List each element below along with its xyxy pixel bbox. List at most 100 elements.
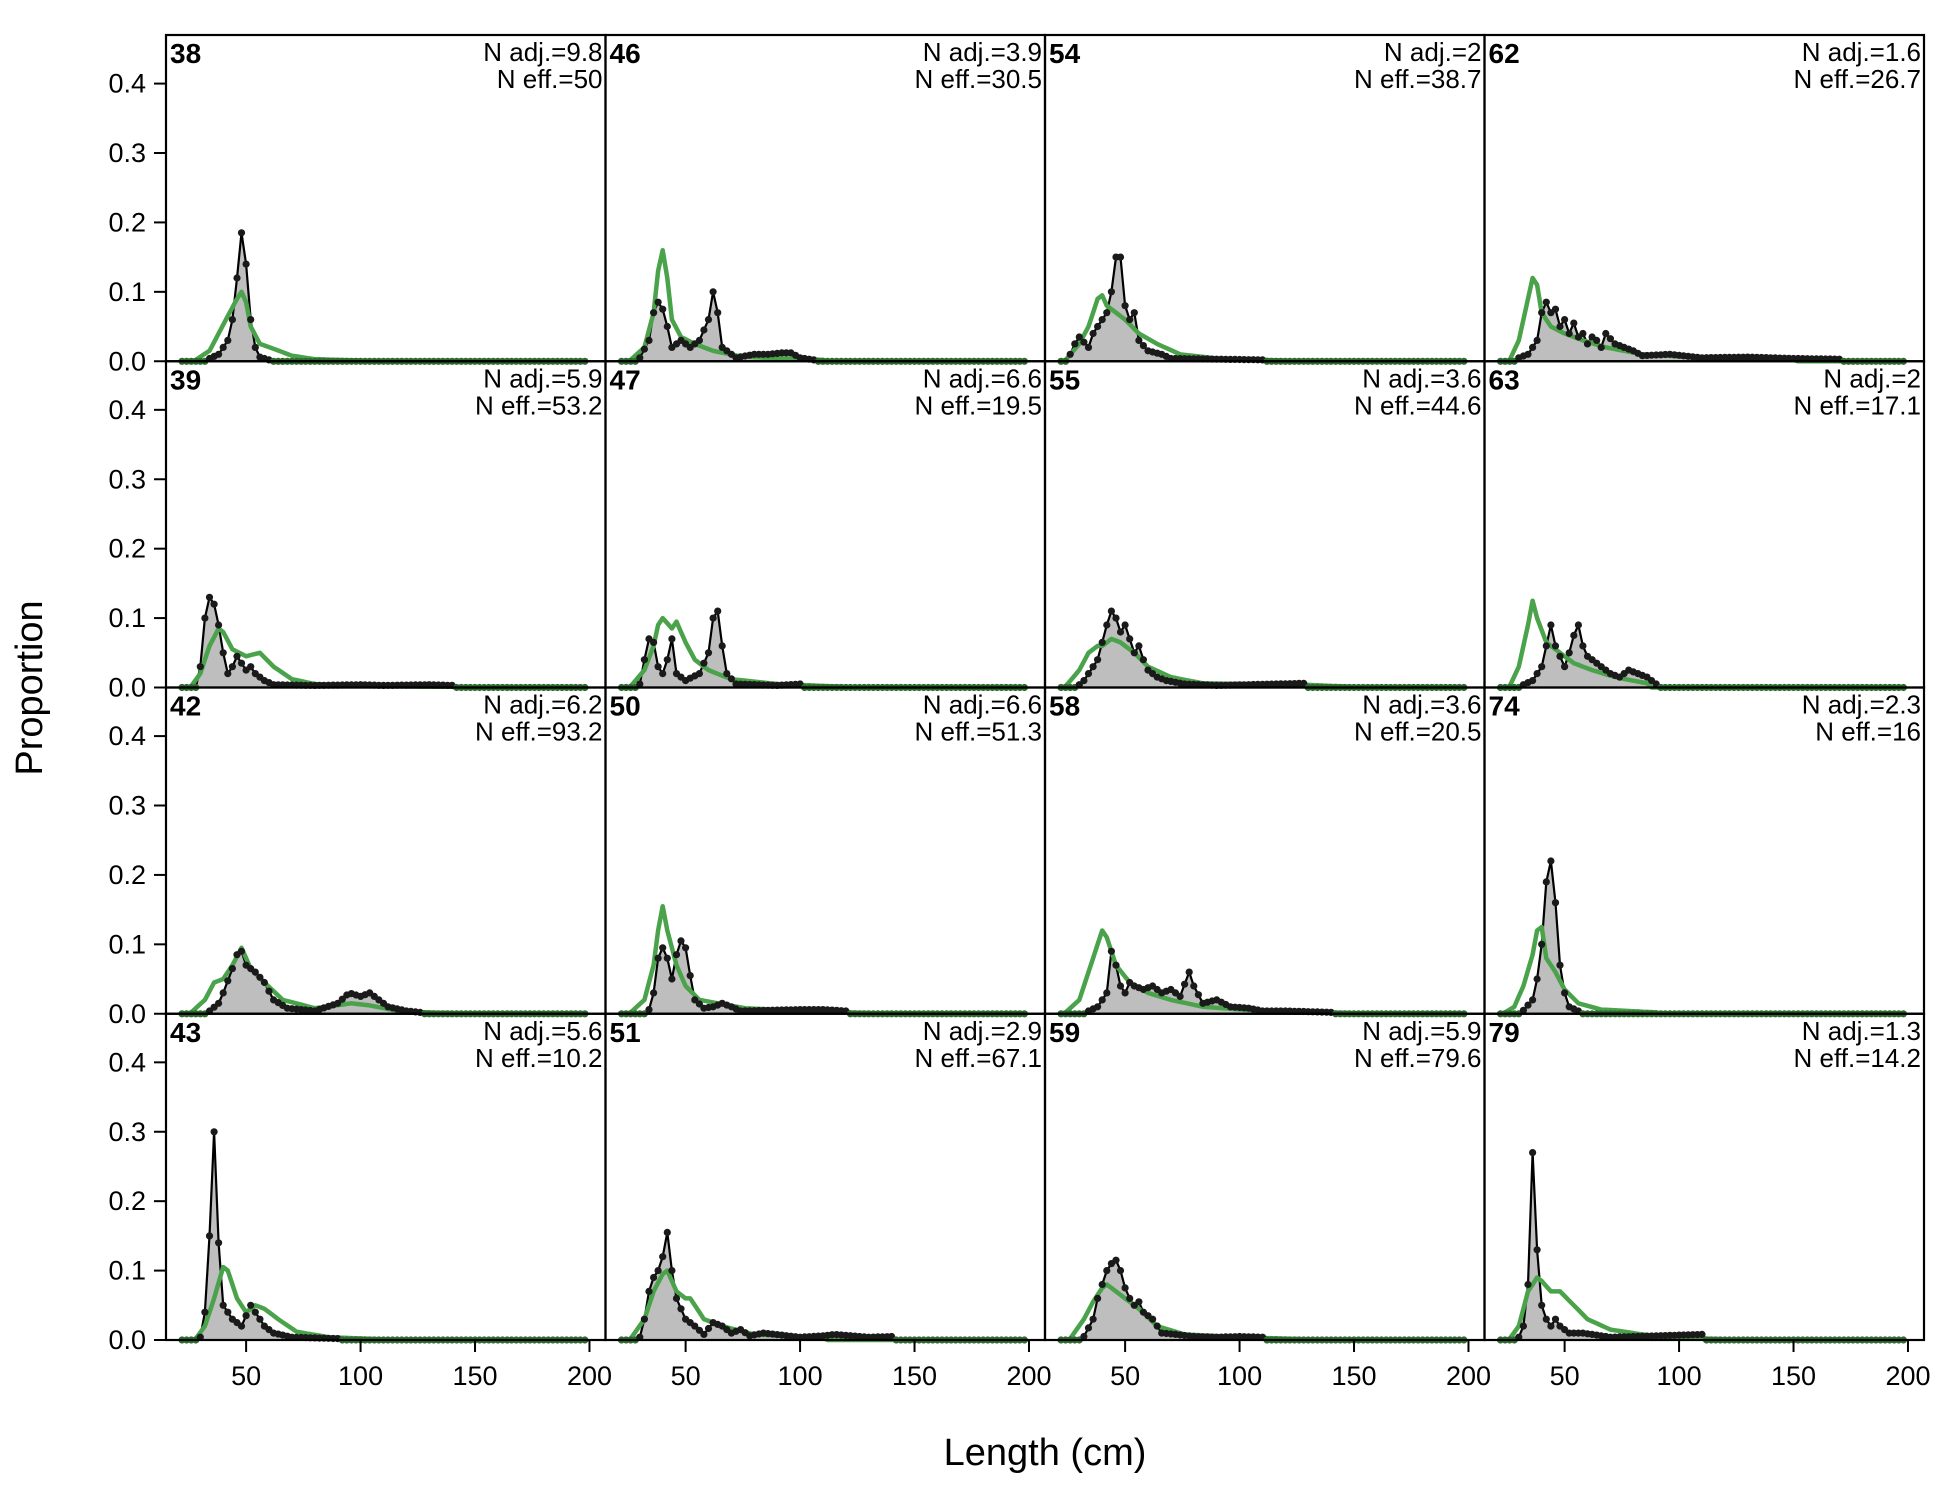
observed-point [228, 316, 236, 324]
observed-points [617, 607, 1028, 692]
observed-point [1565, 649, 1573, 657]
observed-point [1103, 621, 1111, 629]
observed-point [1597, 343, 1605, 351]
observed-area [182, 597, 585, 688]
observed-point [1561, 316, 1569, 324]
observed-point [1556, 961, 1564, 969]
x-tick-label: 200 [1885, 1361, 1930, 1391]
observed-point [1524, 350, 1532, 358]
observed-point [645, 1287, 653, 1295]
observed-point [723, 670, 731, 678]
observed-points [1496, 298, 1907, 365]
observed-point [709, 288, 717, 296]
n-eff-label: N eff.=14.2 [1794, 1043, 1921, 1073]
observed-point [1116, 628, 1125, 636]
n-adj-label: N adj.=9.8 [483, 37, 602, 67]
observed-area [182, 1131, 585, 1340]
observed-point [1153, 1322, 1161, 1330]
observed-point [704, 1324, 713, 1333]
observed-point [233, 652, 241, 660]
y-tick-label: 0.2 [108, 1186, 146, 1216]
observed-point [247, 663, 255, 671]
observed-point [256, 973, 264, 981]
observed-point [1116, 253, 1125, 261]
observed-point [334, 999, 342, 1007]
observed-point [1698, 1330, 1706, 1338]
observed-point [668, 975, 676, 983]
observed-point [1126, 1294, 1134, 1302]
panel-58: 58 N adj.=3.6N eff.=20.5 [1043, 686, 1486, 1018]
observed-point [1107, 947, 1115, 955]
observed-point [1103, 1267, 1111, 1275]
observed-point [1542, 1315, 1550, 1323]
observed-point [196, 663, 204, 671]
observed-point [1194, 991, 1202, 999]
y-tick-label: 0.2 [108, 860, 146, 890]
observed-point [215, 999, 223, 1007]
observed-area [621, 611, 1025, 688]
observed-point [1084, 343, 1093, 351]
panel-79: 79 N adj.=1.3N eff.=14.2 [1483, 1012, 1926, 1344]
observed-point [1574, 621, 1582, 629]
observed-area [1061, 257, 1464, 362]
observed-point [210, 1128, 218, 1136]
observed-point [251, 343, 259, 351]
observed-point [1579, 642, 1587, 650]
observed-point [219, 989, 227, 997]
panel-46: 46 N adj.=3.9N eff.=30.5 [604, 33, 1047, 365]
observed-point [654, 298, 662, 306]
observed-point [1121, 989, 1129, 997]
panel-label: 46 [610, 38, 641, 69]
y-tick-label: 0.2 [108, 207, 146, 237]
observed-point [1098, 1280, 1106, 1289]
observed-point [1593, 336, 1601, 344]
panel-59: 59 N adj.=5.9N eff.=79.6 [1043, 1012, 1486, 1344]
observed-point [691, 1322, 699, 1330]
n-adj-label: N adj.=5.9 [1362, 1016, 1481, 1046]
y-tick-label: 0.2 [108, 534, 146, 564]
y-tick-label: 0.3 [108, 464, 146, 494]
n-eff-label: N eff.=26.7 [1794, 64, 1921, 94]
x-tick-label: 200 [567, 1361, 612, 1391]
panel-55: 55 N adj.=3.6N eff.=44.6 [1043, 360, 1486, 692]
observed-point [1519, 1006, 1527, 1014]
y-tick-label: 0.1 [108, 277, 146, 307]
y-tick-label: 0.4 [108, 1047, 146, 1077]
observed-point [672, 1294, 681, 1302]
observed-point [237, 659, 246, 667]
observed-point [242, 260, 250, 268]
observed-point [700, 1330, 708, 1338]
panel-label: 38 [170, 38, 201, 69]
panel-47: 47 N adj.=6.6N eff.=19.5 [604, 360, 1047, 692]
observed-point [1116, 982, 1125, 990]
observed-point [704, 649, 713, 657]
observed-point [1538, 663, 1546, 671]
observed-point [654, 954, 662, 962]
observed-point [1561, 663, 1569, 671]
observed-point [1135, 336, 1143, 344]
observed-point [1533, 975, 1541, 983]
n-adj-label: N adj.=2 [1823, 363, 1921, 393]
observed-point [1094, 1003, 1102, 1011]
observed-point [247, 316, 255, 324]
observed-point [636, 680, 644, 688]
observed-point [201, 1308, 209, 1316]
panel-63: 63 N adj.=2N eff.=17.1 [1483, 360, 1926, 692]
x-tick-label: 100 [1217, 1361, 1262, 1391]
observed-point [1533, 670, 1541, 678]
observed-points [1496, 1149, 1907, 1344]
observed-point [645, 336, 653, 344]
observed-point [1570, 631, 1578, 640]
observed-point [1130, 309, 1138, 317]
observed-point [256, 1315, 264, 1323]
observed-point [237, 947, 246, 955]
observed-point [1094, 1294, 1102, 1302]
y-tick-label: 0.3 [108, 791, 146, 821]
observed-point [1135, 642, 1143, 650]
observed-point [205, 593, 214, 601]
y-tick-label: 0.4 [108, 721, 146, 751]
observed-point [650, 638, 658, 647]
panel-38: 38 N adj.=9.8N eff.=50 [164, 33, 607, 365]
observed-point [224, 670, 232, 678]
